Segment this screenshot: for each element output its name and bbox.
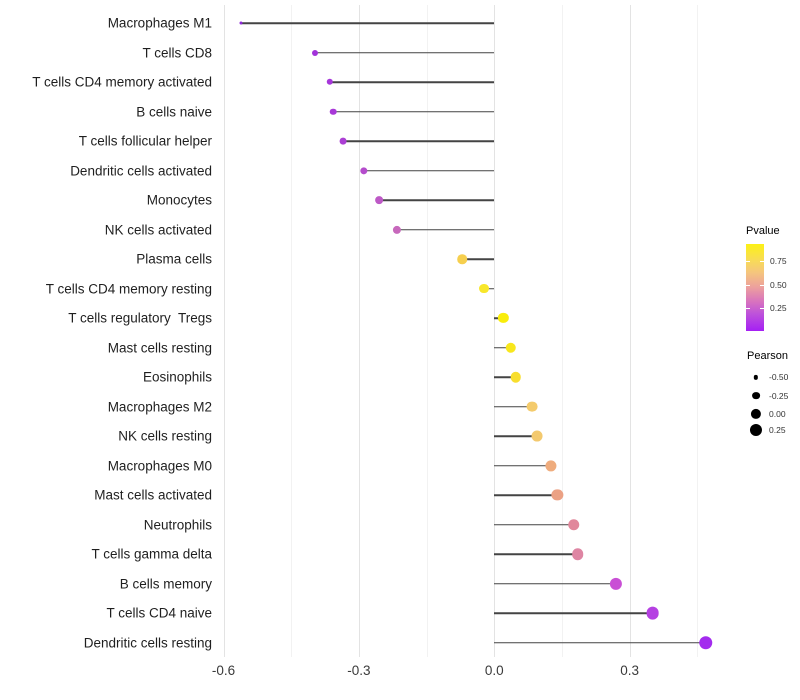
- lollipop-stem: [240, 22, 495, 24]
- x-gridline-major: [494, 5, 496, 657]
- lollipop-stem: [333, 110, 495, 113]
- lollipop-stem: [494, 376, 516, 378]
- pvalue-legend-title: Pvalue: [746, 225, 780, 237]
- category-label: T cells CD4 naive: [106, 605, 212, 621]
- x-gridline-minor: [697, 5, 699, 657]
- lollipop-dot: [329, 108, 337, 115]
- lollipop-dot: [526, 401, 538, 412]
- lollipop-stem: [494, 405, 532, 408]
- lollipop-stem: [462, 258, 495, 260]
- category-label: Dendritic cells resting: [83, 635, 212, 650]
- category-label: Dendritic cells activated: [70, 163, 212, 178]
- category-label: B cells naive: [136, 104, 212, 119]
- x-tick-label: -0.6: [211, 663, 236, 678]
- category-label: NK cells resting: [118, 428, 212, 444]
- lollipop-dot: [551, 489, 564, 501]
- colorbar-tick-label: 0.75: [770, 256, 787, 267]
- lollipop-stem: [494, 435, 538, 437]
- lollipop-dot: [531, 430, 543, 442]
- lollipop-dot: [479, 283, 490, 294]
- category-label: NK cells activated: [104, 222, 212, 237]
- size-legend-dot: [749, 423, 763, 436]
- colorbar-tick-label: 0.25: [770, 303, 787, 314]
- colorbar-tick: [746, 260, 750, 263]
- lollipop-stem: [494, 641, 706, 644]
- lollipop-stem: [329, 81, 495, 83]
- size-legend-label: -0.50: [769, 372, 789, 383]
- category-label: Mast cells resting: [107, 340, 212, 355]
- size-legend-dot: [752, 391, 760, 400]
- category-label: T cells regulatory Tregs: [68, 310, 212, 326]
- size-legend-dot: [753, 375, 759, 380]
- x-tick-label: 0.3: [620, 663, 640, 678]
- category-label: T cells CD4 memory activated: [32, 74, 212, 90]
- size-legend-label: 0.00: [769, 408, 786, 419]
- size-legend-dot: [750, 408, 762, 419]
- lollipop-stem: [363, 169, 495, 172]
- x-tick-label: 0.0: [484, 663, 504, 678]
- category-label: Eosinophils: [142, 369, 212, 385]
- x-gridline-major: [358, 5, 360, 657]
- lollipop-stem: [494, 582, 617, 585]
- colorbar-tick: [746, 307, 750, 310]
- category-label: Macrophages M2: [107, 399, 212, 414]
- lollipop-stem: [494, 612, 653, 614]
- x-gridline-major: [629, 5, 631, 657]
- lollipop-stem: [378, 199, 495, 201]
- lollipop-stem: [494, 523, 574, 526]
- lollipop-dot: [646, 606, 660, 620]
- category-label: Macrophages M0: [107, 458, 212, 473]
- lollipop-dot: [498, 312, 509, 324]
- lollipop-dot: [311, 49, 318, 56]
- category-label: B cells memory: [119, 576, 212, 591]
- lollipop-stem: [397, 228, 495, 231]
- category-label: Macrophages M1: [107, 15, 212, 31]
- lollipop-dot: [374, 196, 383, 204]
- lollipop-stem: [494, 494, 558, 496]
- pvalue-colorbar: [746, 244, 764, 331]
- category-label: T cells gamma delta: [91, 546, 212, 562]
- colorbar-tick-label: 0.50: [770, 280, 787, 291]
- lollipop-dot: [457, 254, 468, 264]
- lollipop-dot: [567, 518, 580, 531]
- lollipop-dot: [510, 371, 521, 383]
- lollipop-dot: [545, 459, 557, 472]
- lollipop-dot: [505, 342, 517, 353]
- lollipop-dot: [339, 137, 347, 145]
- lollipop-dot: [326, 78, 333, 86]
- category-label: Mast cells activated: [94, 487, 212, 503]
- lollipop-stem: [494, 553, 578, 555]
- category-label: T cells CD4 memory resting: [45, 281, 212, 296]
- lollipop-dot: [360, 166, 368, 175]
- x-gridline-major: [223, 5, 225, 657]
- lollipop-dot: [571, 548, 584, 560]
- category-label: T cells follicular helper: [78, 133, 212, 149]
- lollipop-dot: [239, 21, 243, 25]
- colorbar-tick: [760, 284, 764, 287]
- lollipop-stem: [494, 464, 551, 467]
- lollipop-stem: [494, 346, 511, 349]
- lollipop-stem: [343, 140, 495, 142]
- category-label: Plasma cells: [136, 251, 212, 267]
- lollipop-dot: [699, 635, 713, 650]
- lollipop-dot: [610, 577, 623, 590]
- colorbar-tick: [760, 307, 764, 310]
- x-gridline-minor: [561, 5, 563, 657]
- lollipop-stem: [314, 51, 495, 54]
- lollipop-dot: [393, 225, 402, 234]
- category-label: Neutrophils: [143, 517, 212, 532]
- x-gridline-minor: [426, 5, 428, 657]
- category-label: Monocytes: [146, 192, 212, 208]
- colorbar-tick: [760, 260, 764, 263]
- size-legend-label: 0.25: [769, 424, 786, 435]
- pearson-legend-title: Pearson: [747, 350, 788, 362]
- category-label: T cells CD8: [142, 45, 212, 60]
- x-gridline-minor: [291, 5, 293, 657]
- colorbar-tick: [746, 284, 750, 287]
- x-tick-label: -0.3: [347, 663, 371, 678]
- size-legend-label: -0.25: [769, 390, 789, 401]
